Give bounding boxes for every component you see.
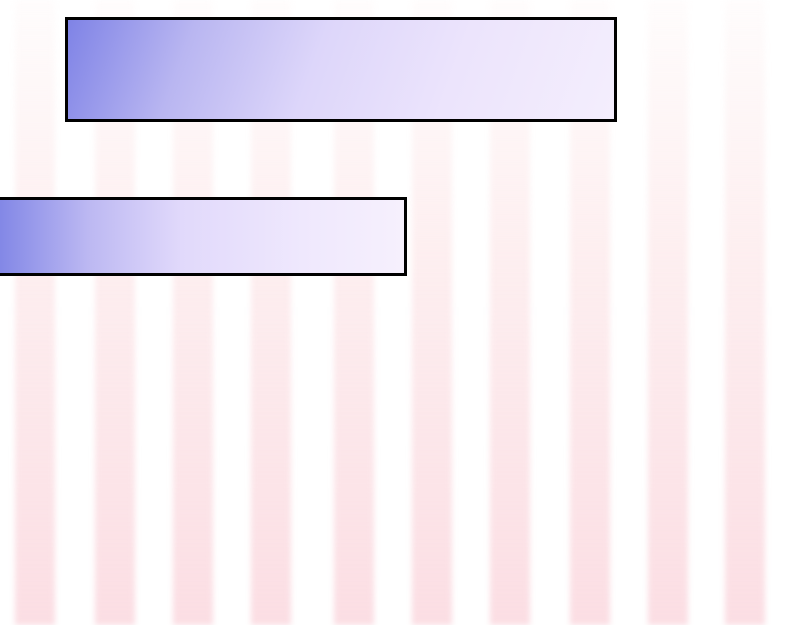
background-stripe [648, 0, 688, 625]
background-stripe [15, 0, 55, 625]
background-stripe [725, 0, 765, 625]
lower-panel [0, 197, 407, 276]
upper-panel [65, 17, 617, 122]
